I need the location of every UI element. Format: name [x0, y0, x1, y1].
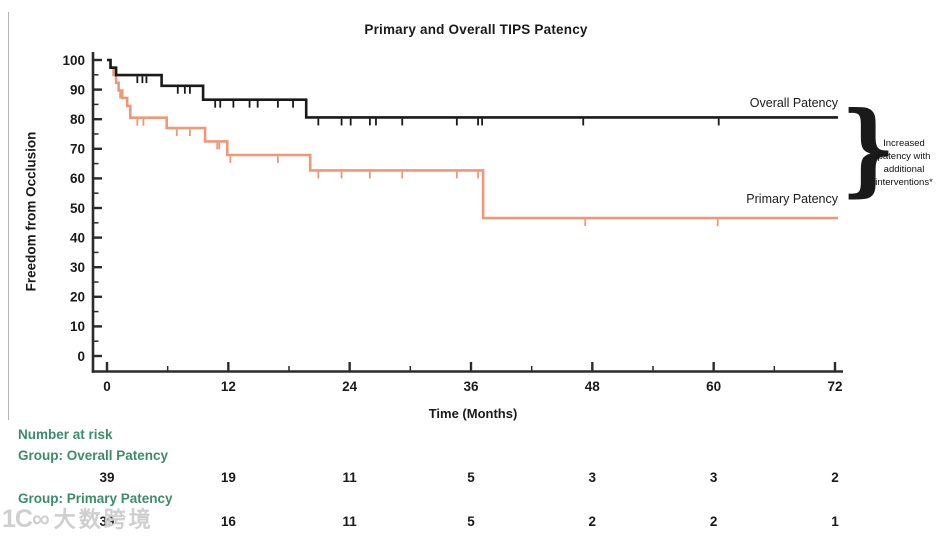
series-overall-patency — [107, 58, 838, 119]
svg-text:12: 12 — [221, 379, 236, 394]
risk-value: 11 — [342, 470, 357, 485]
risk-value: 39 — [99, 514, 115, 529]
number-at-risk-heading: Number at risk — [18, 427, 113, 442]
risk-value: 5 — [467, 514, 475, 529]
svg-text:30: 30 — [70, 260, 85, 275]
series-primary-patency — [107, 58, 838, 220]
x-axis-title: Time (Months) — [428, 406, 518, 421]
risk-value: 3 — [709, 470, 718, 485]
svg-text:24: 24 — [342, 379, 358, 394]
risk-value: 5 — [467, 470, 475, 485]
annotation-text: Increased patency with additional interv… — [856, 137, 952, 189]
svg-text:72: 72 — [827, 379, 842, 394]
risk-value: 2 — [588, 514, 597, 529]
watermark-logo: 1C∞ — [2, 505, 50, 533]
risk-row-overall: 39 19 11 5 3 3 2 — [0, 470, 952, 485]
annotation-line: Increased — [883, 138, 925, 149]
risk-row-primary: 39 16 11 5 2 2 1 — [0, 514, 952, 529]
overall-patency-curve-label: Overall Patency — [749, 96, 838, 110]
svg-text:36: 36 — [463, 379, 479, 394]
svg-text:60: 60 — [706, 379, 721, 394]
risk-value: 11 — [342, 514, 357, 529]
risk-group-primary-label: Group: Primary Patency — [18, 491, 173, 506]
watermark: 1C∞ 大数跨境 — [2, 502, 154, 534]
annotation-line: patency with — [877, 151, 931, 162]
curly-brace-annotation: } — [840, 89, 896, 207]
svg-text:50: 50 — [70, 201, 85, 216]
left-border-line — [8, 12, 9, 420]
svg-text:90: 90 — [70, 82, 85, 97]
risk-value: 2 — [831, 470, 839, 485]
risk-group-overall-label: Group: Overall Patency — [18, 448, 169, 463]
risk-value: 19 — [220, 470, 236, 485]
svg-text:60: 60 — [70, 171, 85, 186]
risk-value: 1 — [831, 514, 839, 529]
risk-value: 2 — [709, 514, 718, 529]
watermark-text: 大数跨境 — [53, 507, 154, 532]
risk-value: 3 — [588, 470, 597, 485]
svg-text:0: 0 — [77, 349, 85, 364]
chart-title: Primary and Overall TIPS Patency — [364, 22, 588, 37]
svg-text:10: 10 — [70, 319, 85, 334]
risk-value: 39 — [99, 470, 115, 485]
svg-text:48: 48 — [585, 379, 601, 394]
svg-text:70: 70 — [70, 142, 85, 157]
primary-patency-curve-label: Primary Patency — [746, 192, 838, 206]
risk-value: 16 — [220, 514, 236, 529]
svg-text:80: 80 — [70, 112, 85, 127]
svg-text:40: 40 — [70, 230, 85, 245]
svg-text:100: 100 — [62, 53, 85, 68]
annotation-line: additional — [883, 164, 925, 175]
svg-text:20: 20 — [70, 290, 85, 305]
svg-text:0: 0 — [103, 379, 111, 394]
annotation-line: interventions* — [875, 177, 933, 188]
